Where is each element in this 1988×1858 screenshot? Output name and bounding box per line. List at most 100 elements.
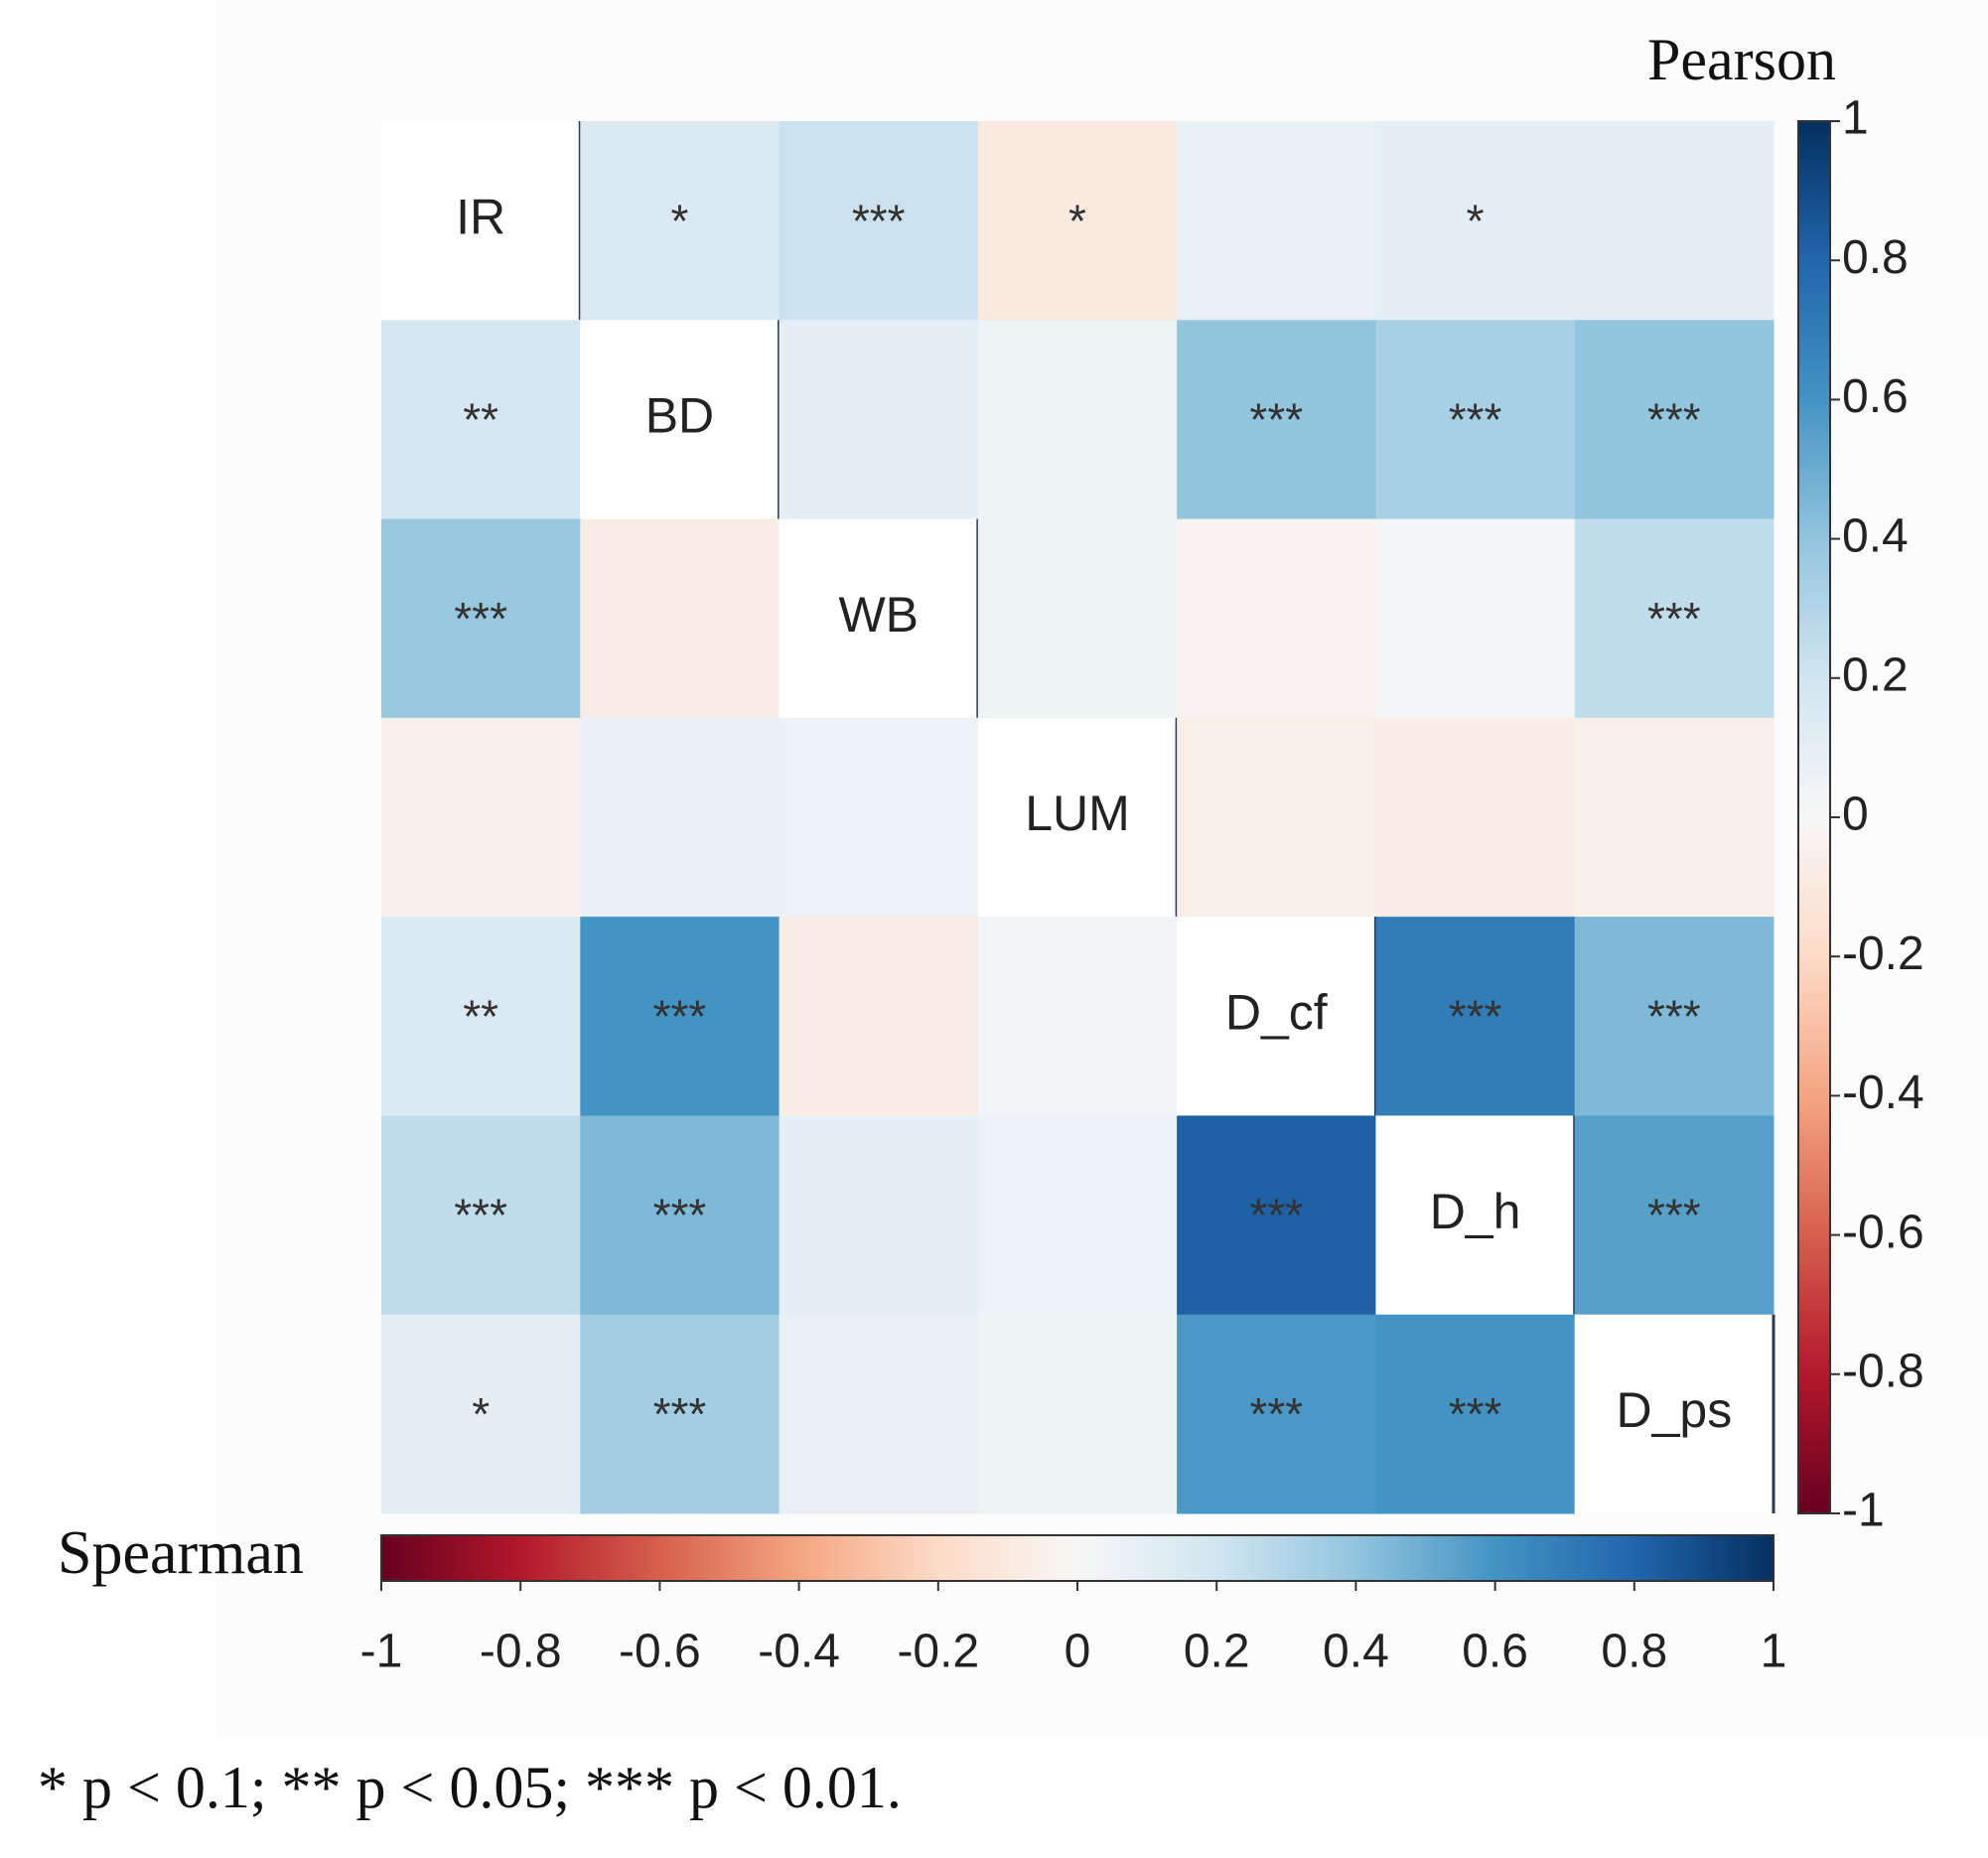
colorbar-tick-label: 0 — [1842, 788, 1869, 841]
significance-label: *** — [653, 1388, 707, 1440]
heat-cell — [580, 518, 781, 719]
heat-cell — [977, 917, 1178, 1116]
significance-label: ** — [463, 394, 498, 446]
heat-cell — [1574, 717, 1775, 918]
colorbar-upper — [1797, 120, 1831, 1514]
heat-cell — [381, 917, 581, 1116]
heat-cell — [779, 717, 979, 918]
diagonal-cell — [1574, 1314, 1774, 1513]
colorbar-tick-label: 1 — [1842, 92, 1869, 145]
heat-cell — [580, 121, 781, 321]
significance-label: *** — [1249, 1388, 1303, 1440]
heat-cell — [580, 1115, 781, 1316]
heat-cell — [977, 1314, 1178, 1514]
colorbar-tick-label: -0.6 — [619, 1626, 701, 1678]
heat-cell — [381, 518, 581, 719]
variable-label: LUM — [1025, 786, 1130, 841]
diagonal-cell — [977, 717, 1178, 918]
heat-cell — [1574, 320, 1775, 520]
diagonal-cell — [381, 121, 581, 321]
significance-label: *** — [454, 593, 507, 644]
significance-label: *** — [653, 990, 707, 1042]
variable-label: BD — [645, 388, 714, 444]
significance-label: *** — [1449, 990, 1502, 1042]
colorbar-tick-label: -0.4 — [1842, 1067, 1924, 1119]
variable-label: WB — [838, 587, 919, 643]
significance-label: *** — [653, 1190, 707, 1241]
significance-label: *** — [1647, 394, 1701, 446]
heat-cell — [1375, 717, 1576, 918]
heat-cell — [1574, 917, 1775, 1116]
colorbar-tick-label: -0.8 — [1842, 1345, 1924, 1397]
colorbar-tick-label: 0 — [1065, 1626, 1091, 1678]
diagonal-cell — [1375, 1115, 1575, 1315]
colorbar-lower — [380, 1534, 1775, 1582]
heat-cell — [977, 1115, 1178, 1316]
colorbar-tick-label: -0.4 — [758, 1626, 840, 1678]
heat-cell — [381, 717, 581, 918]
colorbar-tick-label: -0.6 — [1842, 1206, 1924, 1258]
heat-cell — [779, 320, 979, 520]
lower-label: Spearman — [58, 1519, 304, 1587]
colorbar-tick-label: 0.6 — [1462, 1626, 1528, 1678]
significance-label: *** — [1647, 990, 1701, 1042]
heat-cell — [381, 1115, 581, 1316]
heat-cell — [1375, 121, 1576, 321]
significance-label: * — [1467, 195, 1485, 246]
significance-label: * — [670, 195, 688, 246]
diagonal-cell — [779, 518, 978, 718]
heat-cell — [1574, 121, 1775, 321]
colorbar-tick-label: 0.6 — [1842, 370, 1909, 423]
colorbar-tick-label: -0.8 — [480, 1626, 562, 1678]
colorbar-tick-label: 0.4 — [1842, 509, 1909, 562]
heat-cell — [580, 1314, 781, 1514]
colorbar-tick-label: 0.8 — [1842, 231, 1909, 284]
variable-label: D_ps — [1616, 1382, 1732, 1438]
significance-label: * — [1068, 195, 1086, 246]
heat-cell — [779, 1115, 979, 1316]
heat-cell — [1177, 1314, 1376, 1514]
heat-cell — [1177, 518, 1376, 719]
significance-label: *** — [1647, 593, 1701, 644]
colorbar-tick-label: -1 — [360, 1626, 403, 1678]
heat-cell — [381, 320, 581, 520]
heat-cell — [779, 1314, 979, 1514]
heat-cell — [1375, 518, 1576, 719]
colorbar-tick-label: 0.2 — [1842, 648, 1909, 701]
variable-label: D_h — [1430, 1184, 1521, 1239]
diagonal-cell — [1177, 917, 1376, 1116]
significance-label: *** — [454, 1190, 507, 1241]
heat-cell — [381, 1314, 581, 1514]
significance-label: *** — [1449, 394, 1502, 446]
significance-label: *** — [1647, 1190, 1701, 1241]
heat-cell — [580, 917, 781, 1116]
colorbar-tick-label: 0.4 — [1323, 1626, 1389, 1678]
heat-cell — [1177, 1115, 1376, 1316]
heat-cell — [1375, 320, 1576, 520]
heat-cell — [1375, 1314, 1576, 1514]
colorbar-tick-label: -0.2 — [1842, 928, 1924, 980]
significance-label: ** — [463, 990, 498, 1042]
heat-cell — [977, 518, 1178, 719]
heat-cell — [1574, 1115, 1775, 1316]
variable-label: D_cf — [1225, 984, 1328, 1040]
heat-cell — [779, 121, 979, 321]
diagonal-cell — [580, 320, 780, 519]
upper-label: Pearson — [1647, 27, 1836, 92]
heat-cell — [977, 320, 1178, 520]
significance-label: *** — [1249, 394, 1303, 446]
heat-cell — [1574, 518, 1775, 719]
significance-label: * — [472, 1388, 490, 1440]
heat-cell — [779, 917, 979, 1116]
heat-cell — [1375, 917, 1576, 1116]
colorbar-tick-label: 0.2 — [1184, 1626, 1250, 1678]
heat-cell — [1177, 320, 1376, 520]
heat-cell — [580, 717, 781, 918]
heat-cell — [977, 121, 1178, 321]
colorbar-tick-label: -0.2 — [897, 1626, 979, 1678]
heat-cell — [1177, 121, 1376, 321]
significance-label: *** — [1249, 1190, 1303, 1241]
colorbar-tick-label: 1 — [1761, 1626, 1787, 1678]
